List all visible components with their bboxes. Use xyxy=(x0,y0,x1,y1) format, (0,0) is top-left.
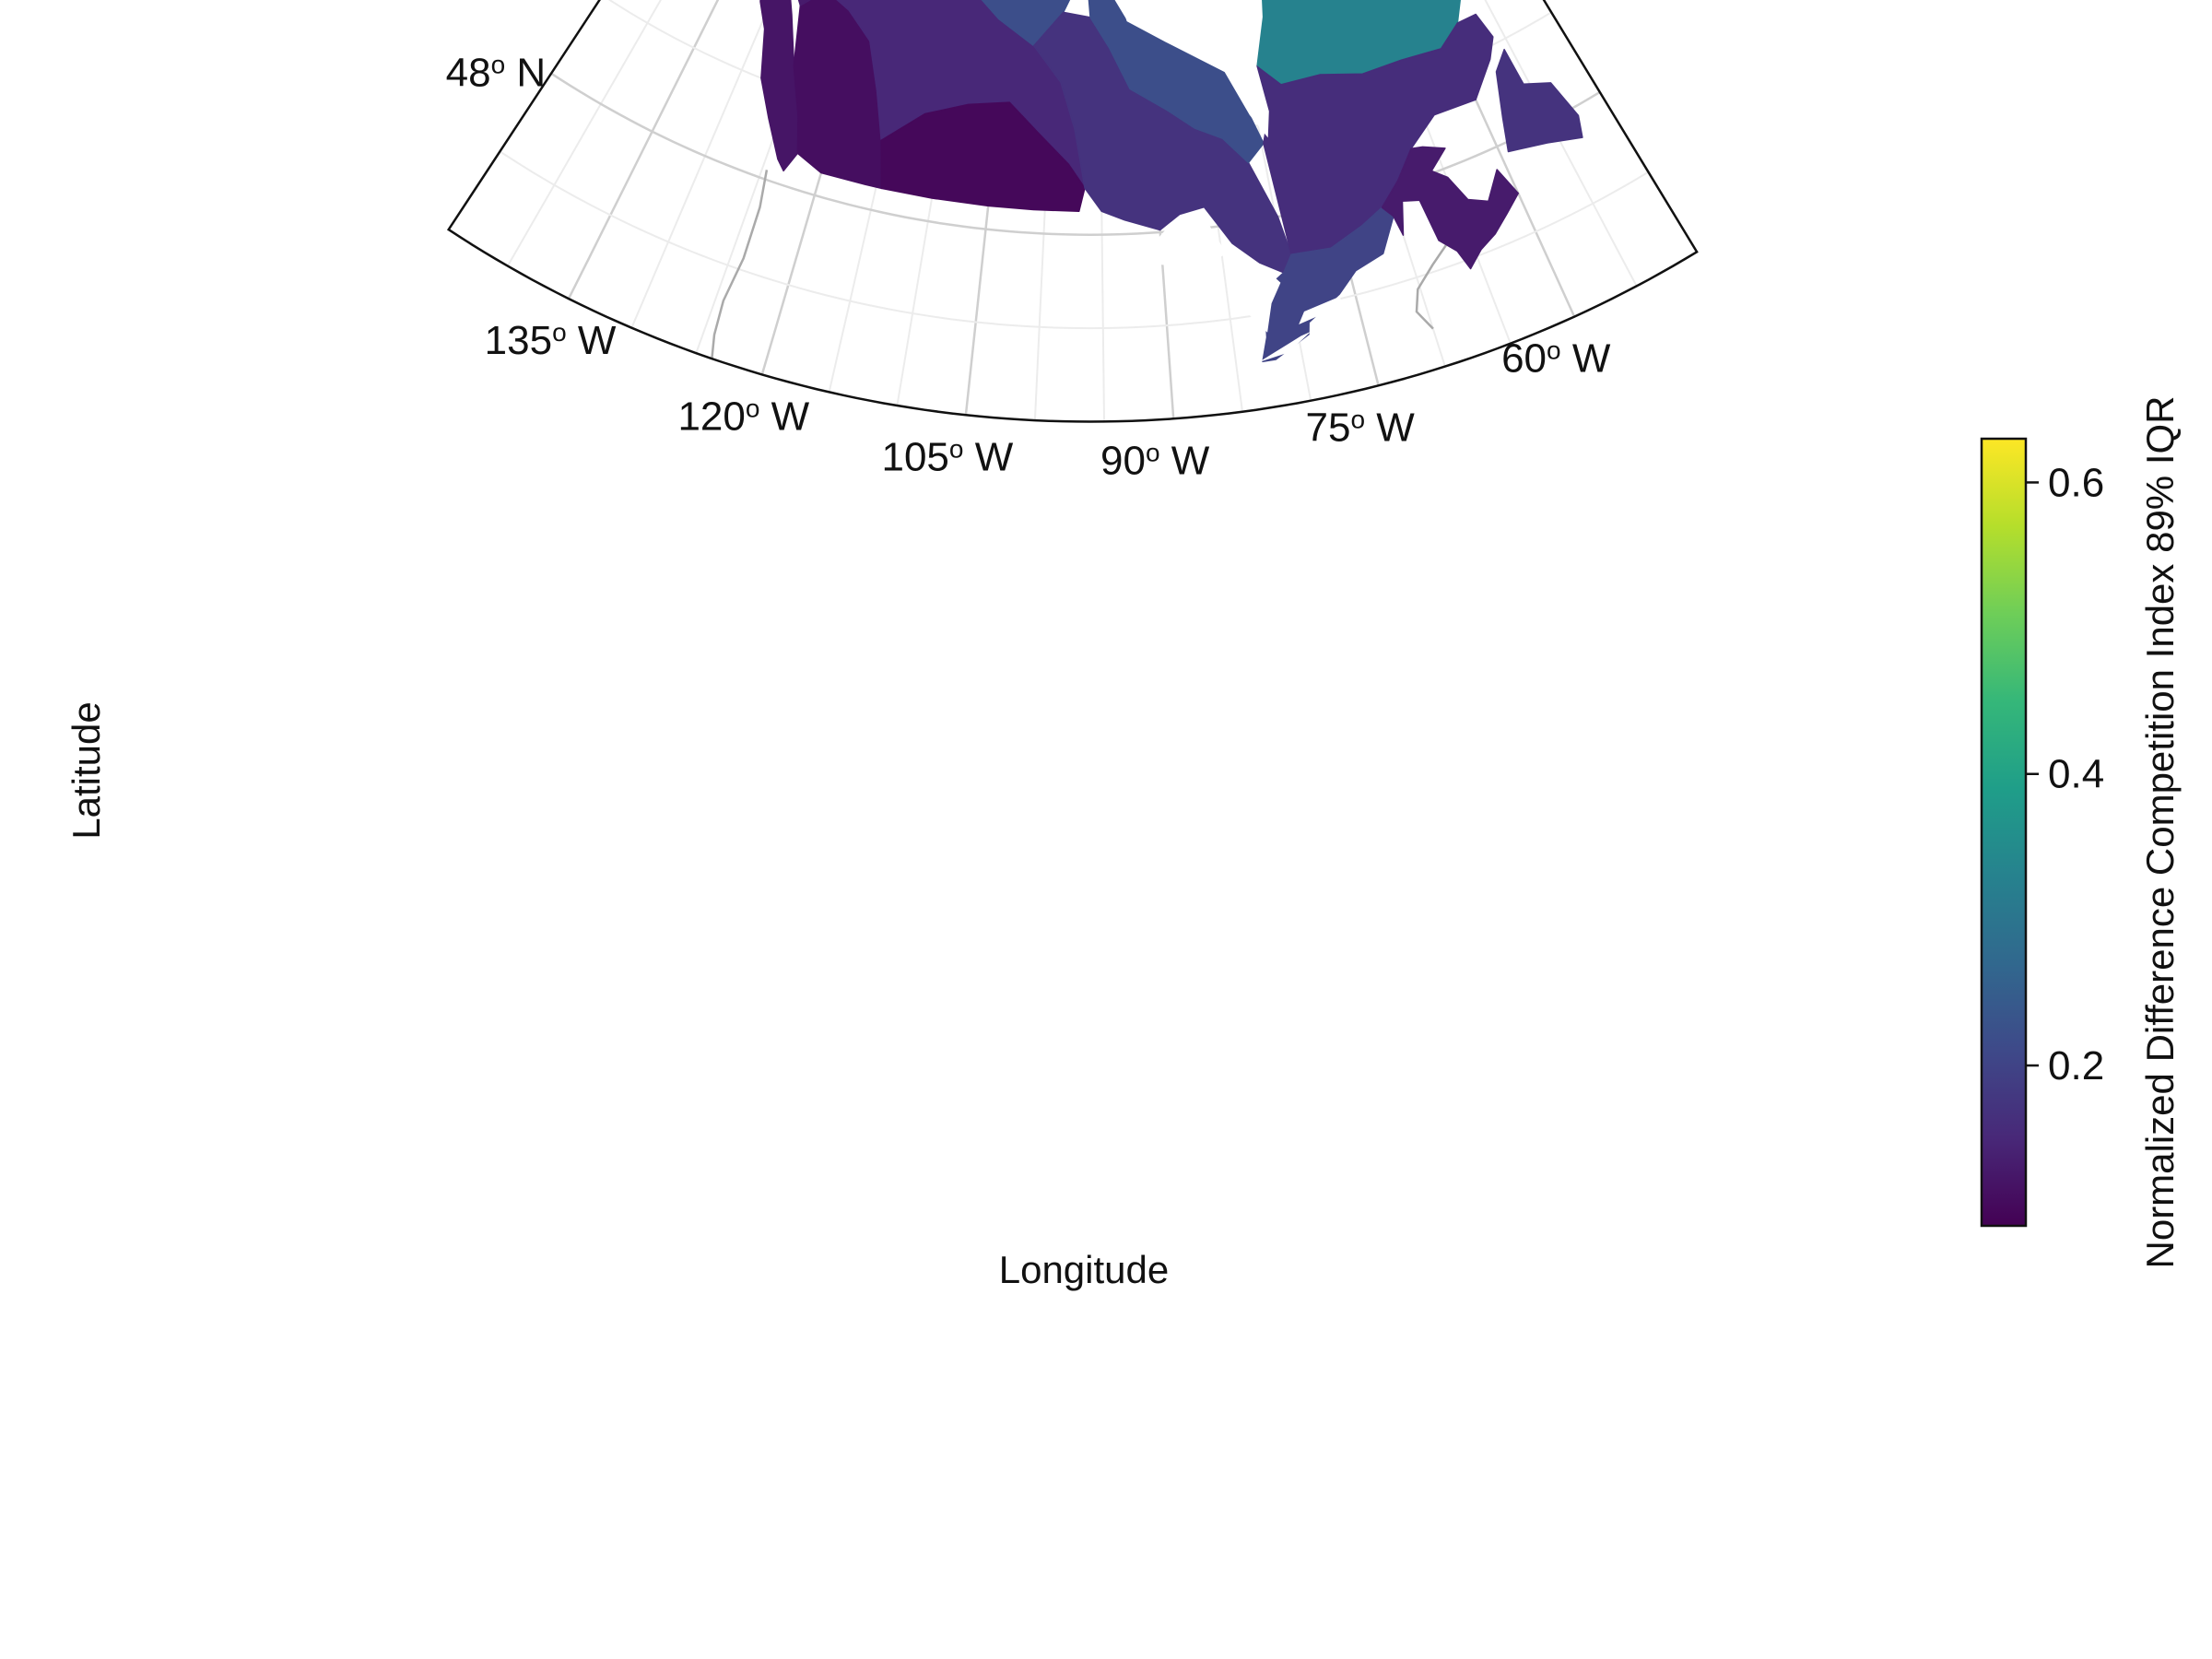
water-body xyxy=(1229,268,1281,333)
lon-tick-75: 75o W xyxy=(1305,405,1415,450)
water-body xyxy=(1258,331,1312,362)
lon-tick-60: 60o W xyxy=(1501,336,1611,382)
neighbour-coastline xyxy=(1415,244,1447,330)
colorbar-title: Normalized Difference Competition Index … xyxy=(2138,396,2182,1269)
y-axis-title: Latitude xyxy=(65,701,108,839)
colorbar-tick-label: 0.6 xyxy=(2048,460,2104,505)
lon-tick-120: 120o W xyxy=(677,394,809,439)
meridian-line xyxy=(828,0,1060,393)
map-frame xyxy=(446,0,1699,423)
ecozone-regions xyxy=(735,0,1583,363)
meridian-line xyxy=(1033,0,1085,421)
x-axis-title: Longitude xyxy=(999,1248,1170,1291)
context-coastlines xyxy=(711,170,1447,359)
region-atlantic-maritime xyxy=(1381,146,1520,270)
meridian-line xyxy=(1107,0,1243,412)
colorbar: 0.2 0.4 0.6 Normalized Difference Competit… xyxy=(1980,396,2182,1269)
colorbar-tick-label: 0.4 xyxy=(2048,752,2104,797)
meridian-line xyxy=(630,0,1037,329)
parallel-line xyxy=(448,229,1698,422)
water-body xyxy=(1299,296,1343,324)
water-body xyxy=(1136,212,1227,266)
meridian-line xyxy=(760,0,1053,375)
colorbar-tick-label: 0.2 xyxy=(2048,1043,2104,1088)
lon-tick-135: 135o W xyxy=(485,318,617,363)
lon-tick-105: 105o W xyxy=(881,434,1013,479)
meridian-line xyxy=(506,0,1021,267)
meridian-line xyxy=(1147,0,1576,318)
meridian-line xyxy=(567,0,1030,300)
neighbour-coastline xyxy=(711,170,769,359)
latitude-tick-labels: 80o N72o N64o N56o N48o N xyxy=(446,51,547,96)
water-body xyxy=(1105,0,1269,138)
meridian-line xyxy=(1090,0,1105,422)
meridian-line xyxy=(964,0,1077,416)
region-pacific-maritime xyxy=(750,0,799,172)
meridian-line xyxy=(695,0,1044,354)
longitude-tick-labels: 135o W 120o W 105o W 90o W 75o W 60o W xyxy=(485,318,1611,483)
region-newfoundland xyxy=(1495,48,1583,153)
lon-tick-90: 90o W xyxy=(1100,438,1210,483)
colorbar-scale xyxy=(1980,437,2028,1228)
lat-tick-48: 48o N xyxy=(446,51,547,96)
meridian-line xyxy=(896,0,1068,406)
region-prairies xyxy=(880,101,1086,213)
colorbar-ticks: 0.2 0.4 0.6 xyxy=(2026,460,2104,1088)
